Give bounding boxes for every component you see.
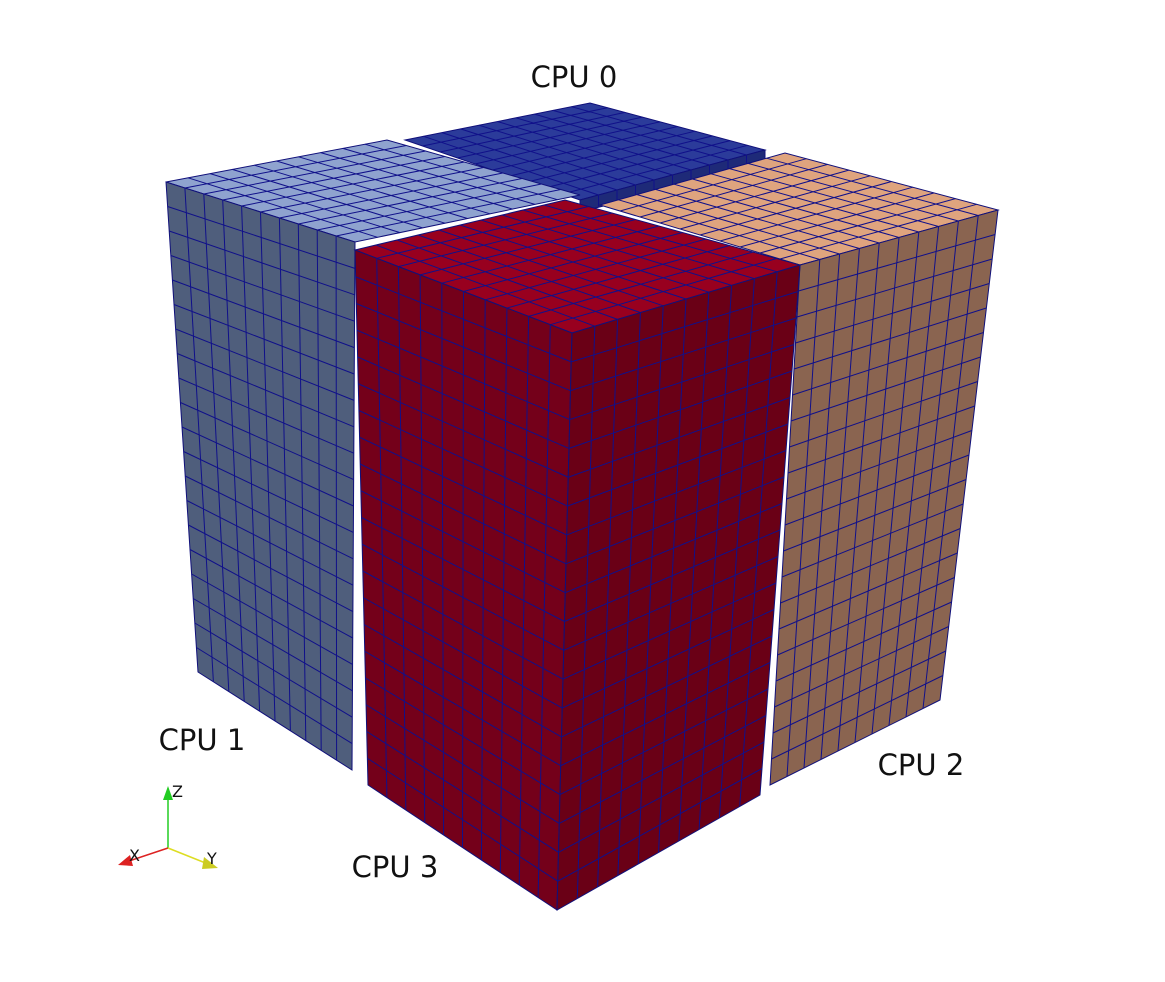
cpu0-top-grid — [422, 106, 748, 196]
cpu2-label: CPU 2 — [878, 748, 965, 782]
z-arrow — [163, 786, 173, 800]
y-axis — [167, 847, 209, 865]
cpu3-top-grid — [375, 204, 778, 327]
cpu3-right — [556, 264, 801, 911]
cpu2-top-grid — [618, 157, 979, 260]
z-label: Z — [172, 782, 183, 801]
y-arrow — [202, 857, 218, 869]
cpu3-left-grid — [355, 258, 572, 898]
cpu1-top-grid — [184, 143, 561, 238]
cpu3-right-grid — [557, 271, 799, 899]
x-label: X — [129, 846, 140, 865]
cpu1-left-grid — [167, 187, 356, 761]
x-axis — [125, 847, 169, 863]
cpu3-label: CPU 3 — [352, 850, 439, 884]
axes-triad: Z X Y — [118, 782, 218, 869]
y-label: Y — [206, 849, 217, 868]
cpu0-front-grid — [598, 155, 747, 208]
mesh-blocks — [165, 102, 1000, 911]
x-arrow — [118, 855, 133, 866]
cpu1-label: CPU 1 — [159, 723, 246, 757]
cpu2-right-grid — [771, 215, 996, 777]
cpu1-left — [165, 181, 356, 771]
cpu2-right — [769, 209, 999, 786]
cpu0-label: CPU 0 — [531, 60, 618, 94]
